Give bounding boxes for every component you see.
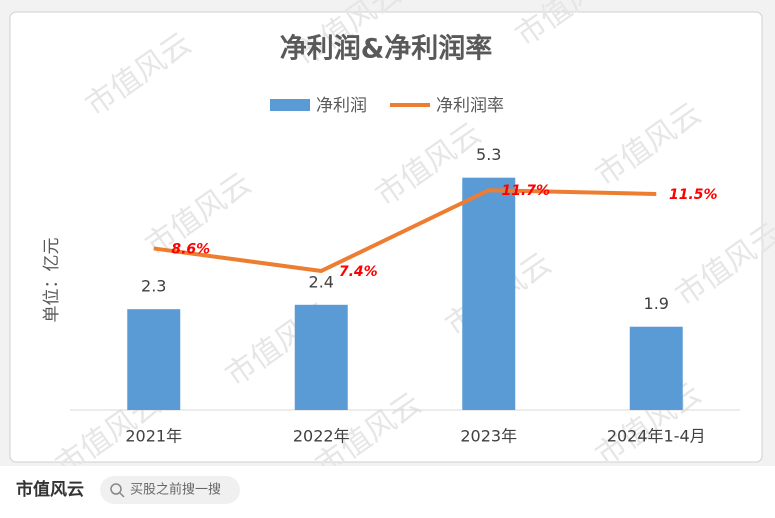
bar-value-label: 1.9 — [644, 294, 669, 313]
search-placeholder: 买股之前搜一搜 — [130, 482, 221, 498]
chart-title: 净利润&净利润率 — [280, 33, 493, 65]
line-value-label: 7.4% — [339, 264, 378, 280]
line-value-label: 11.7% — [501, 183, 550, 199]
brand: 市值风云 — [16, 479, 84, 500]
bar — [629, 326, 683, 410]
line — [153, 188, 657, 273]
search-icon — [110, 483, 122, 495]
x-tick-label: 2021年 — [125, 427, 182, 446]
legend-label: 净利润 — [316, 96, 367, 116]
bar-value-label: 2.4 — [309, 272, 334, 291]
x-tick-label: 2024年1-4月 — [607, 427, 706, 446]
bar-value-label: 2.3 — [141, 277, 166, 296]
chart-frame — [9, 11, 763, 463]
bar-value-label: 5.3 — [476, 145, 501, 164]
search-icon-handle — [119, 492, 125, 498]
bar — [294, 304, 348, 410]
legend-swatch — [270, 99, 310, 111]
bar — [462, 177, 516, 410]
search-box[interactable] — [100, 476, 240, 504]
line-value-label: 8.6% — [171, 241, 210, 257]
bar — [127, 309, 181, 410]
legend-label: 净利润率 — [436, 96, 504, 116]
x-tick-label: 2022年 — [293, 427, 350, 446]
y-axis-label: 单位：亿元 — [42, 238, 62, 323]
line-value-label: 11.5% — [669, 187, 718, 203]
x-tick-label: 2023年 — [460, 427, 517, 446]
